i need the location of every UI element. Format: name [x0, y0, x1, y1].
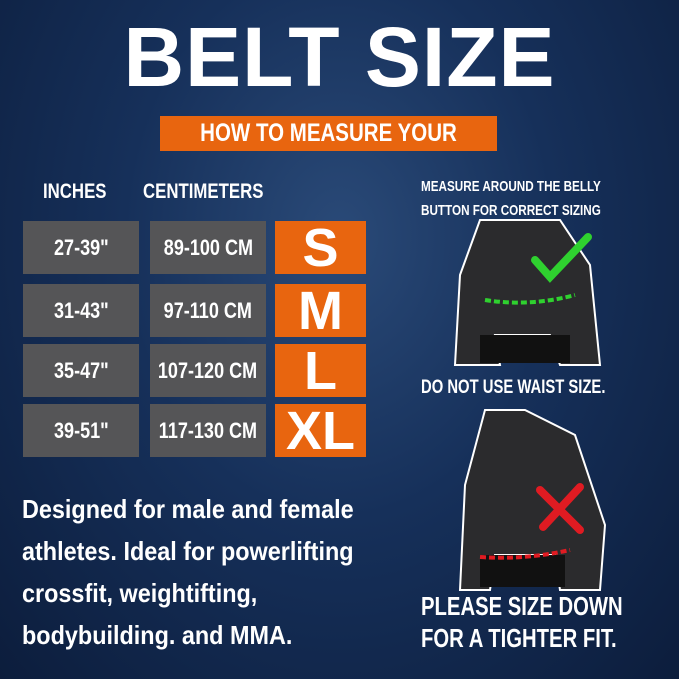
cm-cell: 89-100 CM [150, 221, 266, 274]
warning-text: DO NOT USE WAIST SIZE. [421, 377, 606, 398]
correct-measure-figure [453, 219, 602, 366]
how-to-measure-banner: HOW TO MEASURE YOUR [160, 116, 497, 151]
size-label: M [275, 281, 366, 341]
inches-cell: 35-47" [23, 344, 139, 397]
cm-cell: 107-120 CM [150, 344, 266, 397]
cm-cell: 117-130 CM [150, 404, 266, 457]
check-icon [531, 233, 592, 283]
header-inches: INCHES [43, 180, 107, 203]
size-label: S [275, 218, 366, 278]
measure-instruction: MEASURE AROUND THE BELLY BUTTON FOR CORR… [421, 178, 601, 219]
inches-cell: 31-43" [23, 284, 139, 337]
inches-cell: 39-51" [23, 404, 139, 457]
header-centimeters: CENTIMETERS [143, 180, 264, 203]
inches-cell: 27-39" [23, 221, 139, 274]
page-title: BELT SIZE [123, 10, 556, 104]
size-label: XL [275, 401, 366, 461]
size-down-text: PLEASE SIZE DOWN FOR A TIGHTER FIT. [421, 591, 623, 653]
cross-icon [536, 483, 584, 534]
description: Designed for male and female athletes. I… [22, 494, 354, 650]
wrong-measure-figure [458, 409, 607, 591]
size-label: L [275, 341, 366, 401]
cm-cell: 97-110 CM [150, 284, 266, 337]
